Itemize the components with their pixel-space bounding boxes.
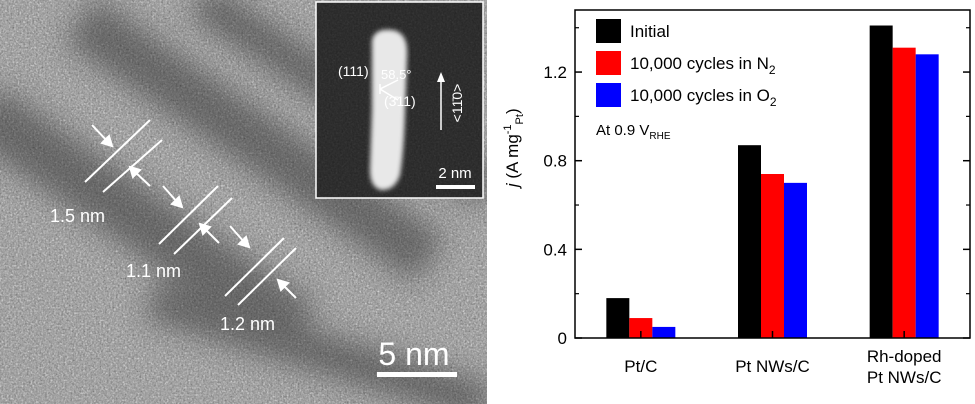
measurement-label: 1.5 nm	[50, 206, 105, 226]
marker-line	[237, 247, 297, 306]
scale-bar-label: 5 nm	[378, 336, 449, 372]
bar	[629, 318, 653, 338]
marker-line	[158, 185, 219, 245]
y-tick-label: 1.2	[543, 63, 567, 82]
tem-micrograph: 1.5 nm 1.1 nm 1.2 nm 5 nm (111) 58.5° (3…	[0, 0, 487, 404]
legend-swatch	[596, 19, 621, 43]
inset-direction-label: <11̄0>	[449, 84, 465, 123]
angle-marker	[379, 79, 399, 101]
x-tick-label: Rh-doped	[867, 347, 942, 366]
inset-image: (111) 58.5° (3̄11) <11̄0> 2 nm	[315, 1, 484, 199]
marker-line	[224, 237, 285, 297]
direction-arrow	[437, 72, 445, 130]
inset-scale-bar-label: 2 nm	[438, 165, 471, 182]
bar	[784, 182, 807, 338]
inset-plane-label: (3̄11)	[384, 93, 416, 109]
x-tick-label: Pt/C	[624, 357, 657, 376]
scale-bar	[377, 372, 457, 377]
x-tick-label: Pt NWs/C	[735, 357, 810, 376]
y-axis-label-text: j (A mg-1Pt)	[502, 108, 526, 189]
arrow-head-icon	[100, 134, 114, 148]
marker-line	[102, 139, 163, 193]
arrow-head-icon	[170, 195, 184, 209]
legend-label: 10,000 cycles in O2	[630, 86, 777, 109]
bar	[738, 145, 761, 338]
arrow-up-icon	[437, 72, 445, 82]
arrow-head-icon	[276, 278, 290, 292]
bar	[915, 54, 939, 338]
y-axis: 0 0.4 0.8 1.2	[543, 27, 970, 348]
legend-label: Initial	[630, 22, 670, 41]
measurement-label: 1.1 nm	[126, 261, 181, 281]
legend-swatch	[596, 83, 621, 107]
arrow-head-icon	[198, 222, 212, 236]
y-tick-label: 0.8	[543, 152, 567, 171]
bar	[606, 298, 630, 338]
inset-plane-label: (111)	[338, 63, 369, 79]
condition-annotation: At 0.9 VRHE	[596, 122, 671, 142]
y-tick-label: 0.4	[543, 240, 567, 259]
inset-scale-bar	[436, 185, 475, 189]
measurement-arrows	[91, 124, 297, 299]
bars	[606, 25, 939, 339]
y-tick-label: 0	[558, 329, 567, 348]
x-axis: Pt/C Pt NWs/C Rh-doped Pt NWs/C	[624, 331, 942, 387]
x-tick-label: Pt NWs/C	[867, 368, 942, 387]
marker-line	[84, 119, 151, 183]
bar	[869, 25, 893, 338]
arrow-head-icon	[237, 235, 251, 249]
bar	[761, 174, 784, 338]
bar	[652, 326, 676, 338]
y-axis-label: j (A mg-1Pt)	[502, 108, 526, 189]
legend-label: 10,000 cycles in N2	[630, 54, 776, 77]
legend: Initial 10,000 cycles in N2 10,000 cycles …	[596, 19, 777, 109]
inset-angle-label: 58.5°	[381, 67, 412, 82]
legend-swatch	[596, 51, 621, 75]
bar	[892, 47, 916, 339]
arrow-head-icon	[128, 165, 142, 179]
measurement-label: 1.2 nm	[220, 314, 275, 334]
